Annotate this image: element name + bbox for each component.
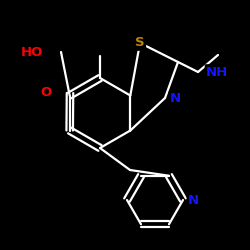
- Text: S: S: [135, 36, 145, 50]
- Text: N: N: [170, 92, 181, 104]
- Text: O: O: [41, 86, 52, 100]
- Text: HO: HO: [20, 46, 43, 59]
- Text: NH: NH: [206, 66, 228, 78]
- Text: N: N: [188, 194, 199, 206]
